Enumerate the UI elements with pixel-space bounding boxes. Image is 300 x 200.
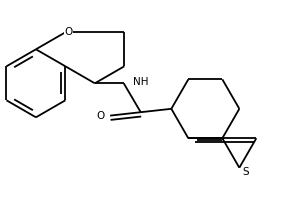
Text: O: O: [64, 27, 73, 37]
Text: O: O: [97, 111, 105, 121]
Text: S: S: [242, 167, 249, 177]
Text: NH: NH: [133, 77, 148, 87]
